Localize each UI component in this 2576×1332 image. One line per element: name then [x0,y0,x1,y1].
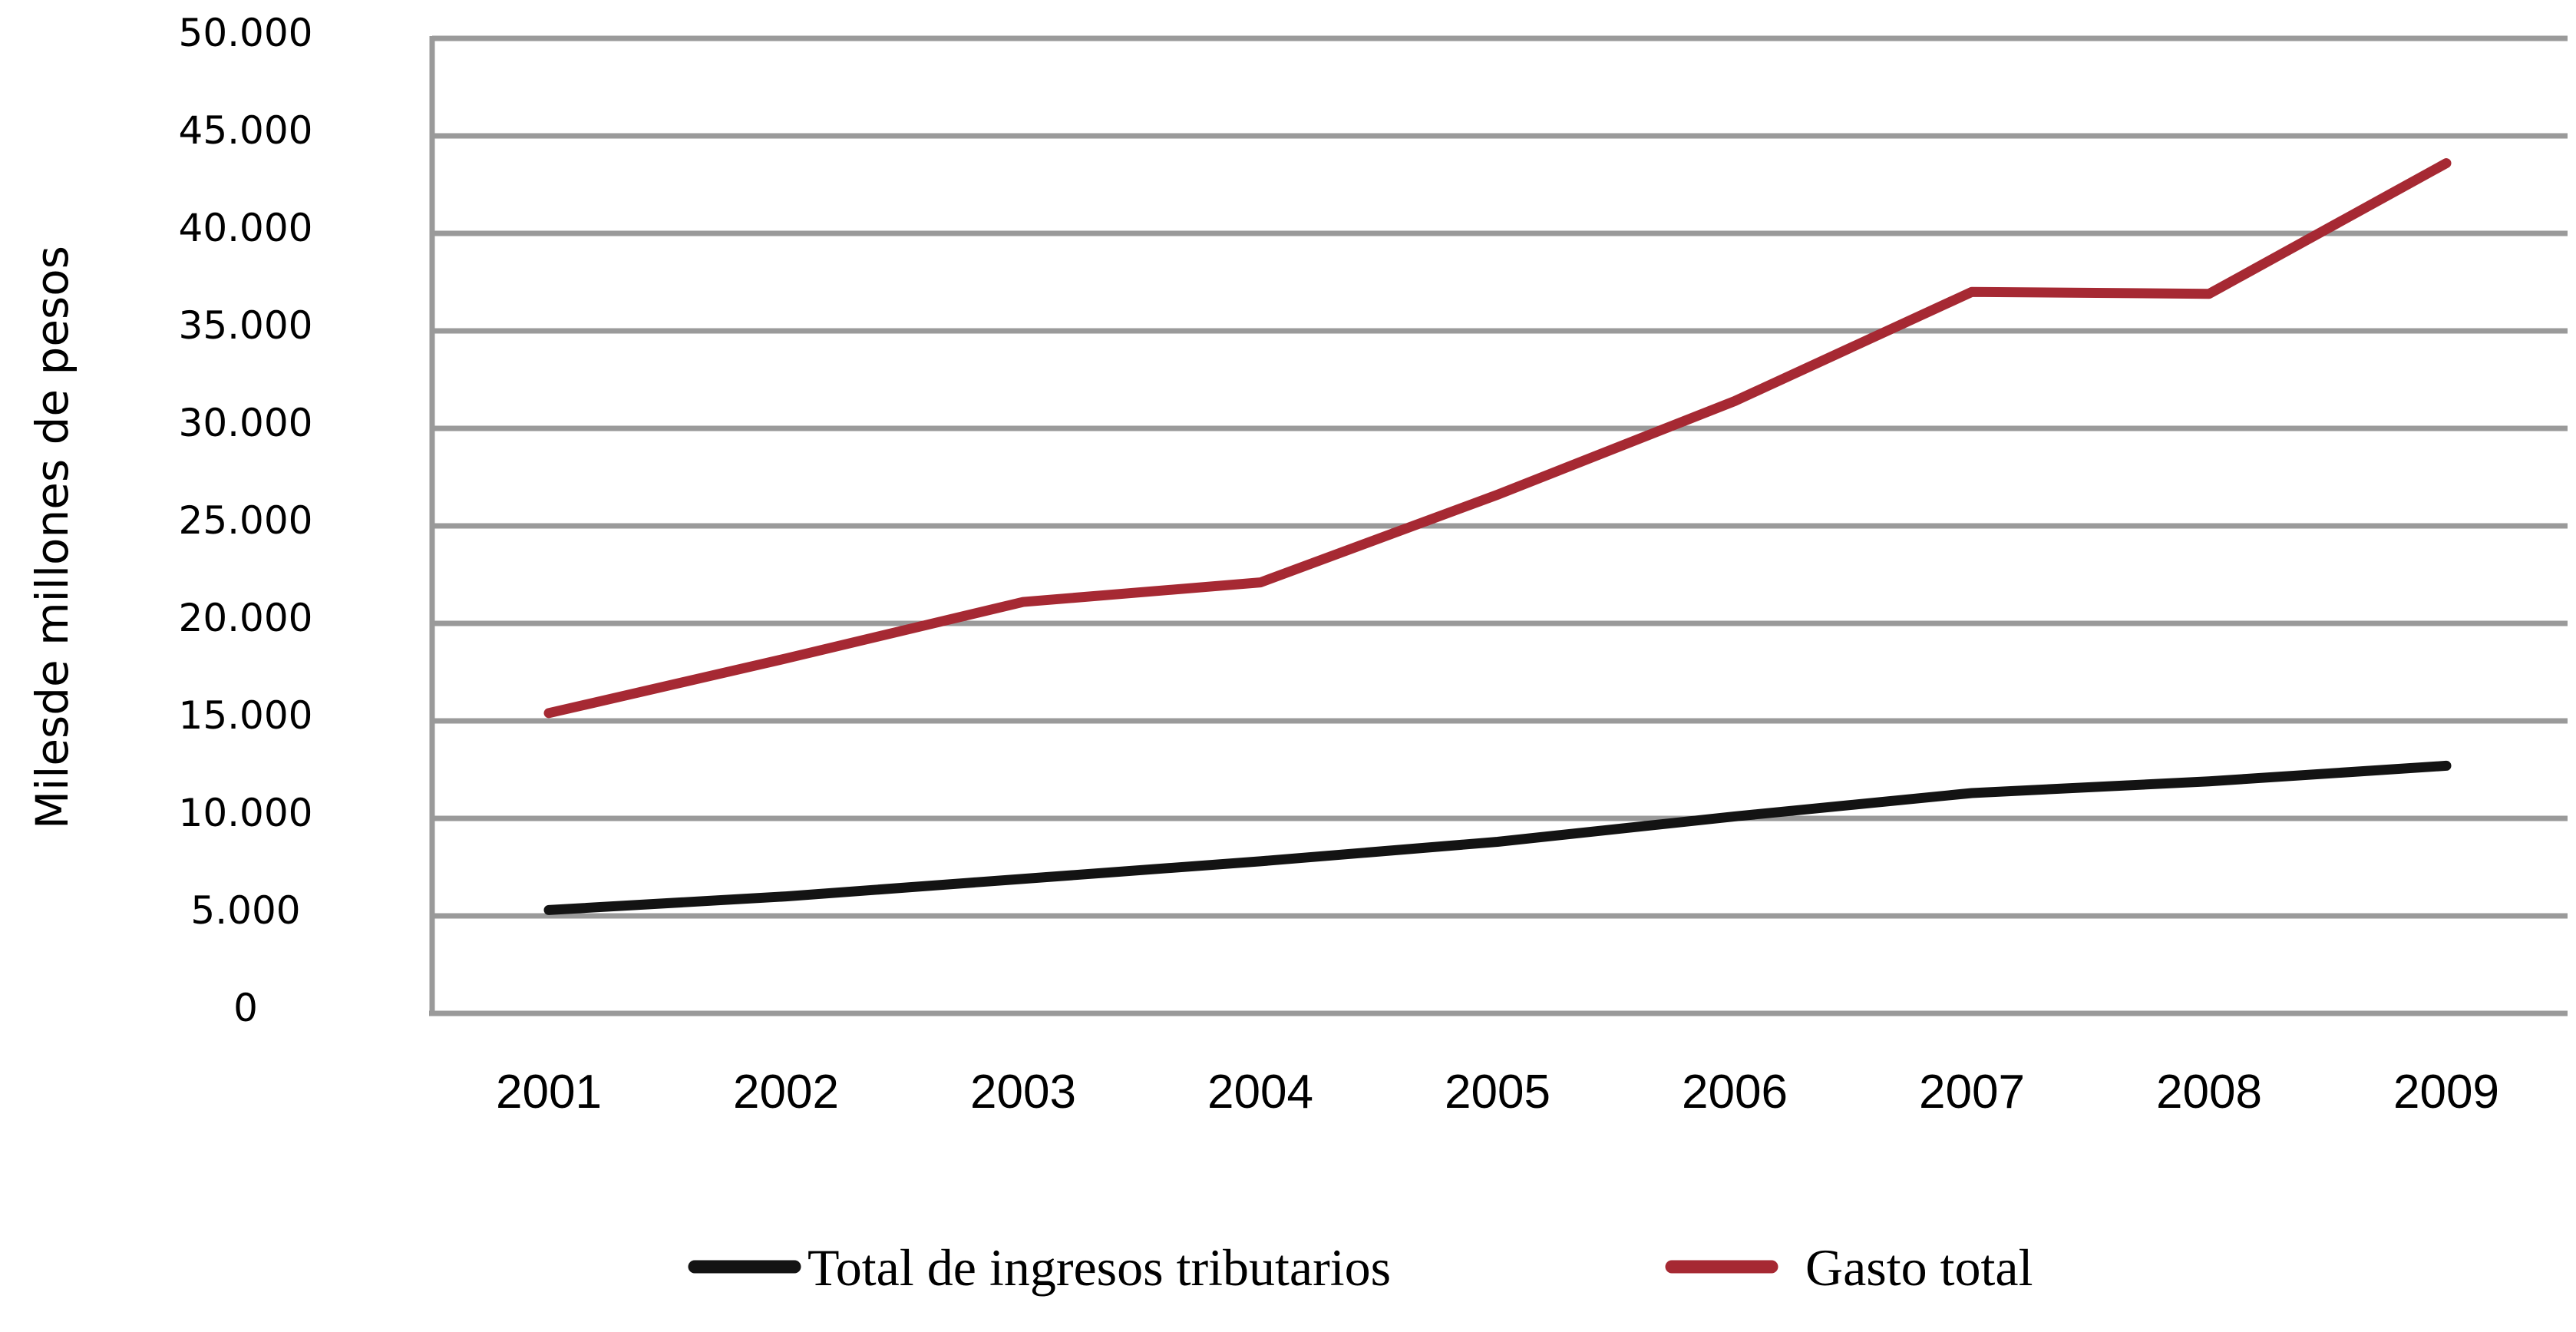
y-axis-title-text: Milesde millones de pesos [26,246,78,829]
x-tick-label: 2005 [1445,1066,1551,1119]
gridlines [432,35,2568,919]
y-tick-label: 50.000 [179,11,313,55]
y-tick-label: 5.000 [190,888,300,933]
legend: Total de ingresos tributarios Gasto tota… [688,1238,2033,1297]
y-tick-label: 10.000 [179,791,313,835]
series-lines [543,158,2452,915]
y-tick-label: 20.000 [179,596,313,640]
legend-label-gasto: Gasto total [1805,1238,2033,1297]
series-line-ingresos [543,760,2452,915]
axes [429,36,2568,1016]
y-axis-title: Milesde millones de pesos [26,246,78,829]
series-line-gasto [543,158,2452,719]
x-tick-label: 2007 [1919,1066,2025,1119]
x-tick-label: 2009 [2393,1066,2499,1119]
x-tick-label: 2008 [2156,1066,2262,1119]
y-tick-label: 15.000 [179,693,313,738]
x-tick-labels: 2001 2002 2003 2004 2005 2006 2007 2008 2009 [496,1066,2499,1119]
legend-item-ingresos: Total de ingresos tributarios [688,1238,1391,1297]
x-tick-label: 2001 [496,1066,602,1119]
y-tick-labels: 0 5.000 10.000 15.000 20.000 25.000 30.000 35.0… [179,11,313,1030]
x-tick-label: 2006 [1682,1066,1788,1119]
legend-label-ingresos: Total de ingresos tributarios [807,1238,1391,1297]
legend-item-gasto: Gasto total [1665,1238,2033,1297]
x-tick-label: 2003 [970,1066,1076,1119]
y-tick-label: 30.000 [179,401,313,445]
y-tick-label: 0 [233,986,258,1030]
y-tick-label: 35.000 [179,303,313,348]
y-tick-label: 45.000 [179,108,313,153]
y-tick-label: 40.000 [179,206,313,250]
y-tick-label: 25.000 [179,498,313,543]
x-tick-label: 2002 [733,1066,839,1119]
x-tick-label: 2004 [1207,1066,1313,1119]
